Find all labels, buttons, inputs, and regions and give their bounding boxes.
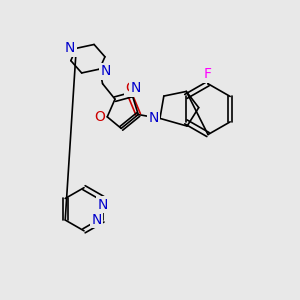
Text: F: F: [204, 68, 212, 82]
Text: N: N: [65, 41, 75, 55]
Text: N: N: [131, 81, 141, 95]
Text: N: N: [98, 198, 108, 212]
Text: O: O: [125, 81, 136, 95]
Text: N: N: [148, 111, 159, 125]
Text: N: N: [100, 64, 111, 78]
Text: O: O: [94, 110, 105, 124]
Text: N: N: [92, 213, 102, 227]
